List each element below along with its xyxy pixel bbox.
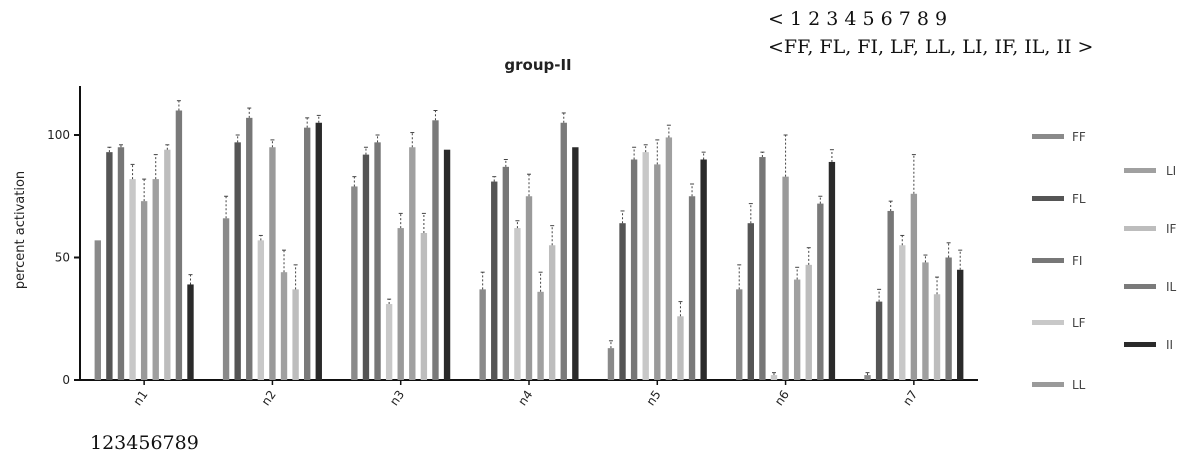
bar-n3-FI — [374, 142, 381, 380]
bar-n1-IL — [175, 110, 183, 380]
bar-n7-FL — [875, 301, 883, 380]
bar-n5-LI — [665, 137, 673, 380]
x-tick-label: n1 — [130, 388, 150, 409]
bar-n1-FI — [117, 147, 125, 380]
y-tick-label: 0 — [62, 373, 70, 387]
bar-n1-LF — [129, 179, 136, 380]
bar-n3-FL — [362, 154, 370, 380]
bar-n2-LI — [280, 272, 288, 380]
bar-n7-FF — [864, 375, 871, 380]
chart-title: group-II — [504, 56, 571, 74]
bar-n7-LL — [910, 193, 918, 380]
x-tick-label: n2 — [259, 388, 279, 409]
legend-label-FL: FL — [1072, 192, 1086, 206]
legend-swatch-IF — [1124, 226, 1156, 231]
bar-n7-FI — [887, 210, 894, 380]
bar-n4-II — [572, 147, 579, 380]
legend-swatch-LI — [1124, 168, 1156, 173]
bar-n4-LF — [514, 228, 521, 380]
legend-label-LF: LF — [1072, 316, 1086, 330]
bar-n4-IF — [548, 245, 556, 380]
legend-label-FI: FI — [1072, 254, 1082, 268]
legend-swatch-IL — [1124, 284, 1156, 289]
bar-n5-IL — [688, 196, 696, 380]
bar-n7-IL — [945, 257, 952, 380]
bar-n1-IF — [164, 149, 171, 380]
bar-n6-LF — [770, 375, 778, 380]
plot-area: 0 50 100 n1 n2 n3 n4 n5 n6 n7 — [47, 86, 978, 408]
x-tick-label: n7 — [900, 388, 920, 409]
bar-n5-FF — [607, 348, 615, 380]
bar-n2-FF — [222, 218, 230, 380]
bar-n5-IF — [677, 316, 684, 380]
legend-swatch-FL — [1032, 196, 1064, 201]
bar-n3-IL — [432, 120, 439, 381]
header-numbers-line: < 1 2 3 4 5 6 7 8 9 — [768, 8, 948, 30]
legend-swatch-LL — [1032, 382, 1064, 387]
legend-swatch-FF — [1032, 134, 1064, 139]
bar-n6-II — [828, 161, 836, 380]
legend-label-LI: LI — [1166, 164, 1176, 178]
bar-n2-II — [315, 122, 322, 380]
bar-n7-LI — [922, 262, 929, 380]
bar-n5-FL — [619, 223, 626, 380]
bar-n7-II — [957, 269, 964, 380]
bar-n4-FL — [491, 181, 498, 380]
bar-n2-IL — [304, 127, 311, 381]
y-tick-label: 50 — [55, 251, 70, 265]
legend-swatch-LF — [1032, 320, 1064, 325]
bar-n3-LF — [385, 304, 393, 380]
bar-n6-IF — [805, 264, 812, 380]
y-tick-label: 100 — [47, 128, 70, 142]
bar-n4-LI — [537, 291, 544, 380]
legend-label-II: II — [1166, 338, 1173, 352]
bar-n5-LL — [654, 164, 661, 380]
bar-n3-FF — [351, 186, 358, 380]
bar-n1-FF — [94, 240, 101, 380]
bar-n4-IL — [560, 122, 567, 380]
x-tick-label: n5 — [644, 388, 664, 409]
bar-n7-LF — [899, 245, 906, 380]
legend-swatch-II — [1124, 342, 1156, 347]
y-axis-label: percent activation — [13, 171, 28, 289]
footer-numbers: 123456789 — [90, 432, 199, 454]
bar-n2-IF — [292, 289, 299, 380]
bar-n4-FI — [502, 166, 510, 380]
bar-n1-LI — [152, 179, 159, 380]
legend-swatch-FI — [1032, 258, 1064, 263]
bar-n5-FI — [630, 159, 638, 380]
x-tick-label: n6 — [772, 388, 792, 409]
bar-n2-LF — [257, 240, 265, 380]
legend: FF FL FI LF LL LI IF IL II — [1032, 130, 1177, 392]
legend-label-IL: IL — [1166, 280, 1177, 294]
x-tick-label: n3 — [387, 388, 407, 409]
x-tick-label: n4 — [515, 388, 535, 409]
bar-n3-IF — [420, 233, 428, 380]
bar-n1-FL — [106, 152, 113, 380]
bar-n3-LI — [409, 147, 416, 380]
bar-n6-FL — [747, 223, 754, 380]
bar-n6-IL — [817, 203, 824, 380]
bar-n1-LL — [140, 201, 148, 380]
legend-label-IF: IF — [1166, 222, 1177, 236]
bar-n2-FL — [234, 142, 241, 380]
bar-n4-LL — [525, 196, 533, 380]
bar-n5-LF — [642, 152, 649, 380]
bar-n5-II — [700, 159, 707, 380]
bar-n2-FI — [246, 117, 253, 380]
header-groups-line: <FF, FL, FI, LF, LL, LI, IF, IL, II > — [768, 36, 1094, 58]
bar-n1-II — [187, 284, 194, 380]
bar-n6-FI — [759, 157, 766, 380]
bar-n6-LI — [793, 279, 801, 380]
legend-label-FF: FF — [1072, 130, 1086, 144]
bar-n6-FF — [736, 289, 743, 380]
bar-n6-LL — [782, 176, 789, 380]
bar-n3-II — [443, 149, 451, 380]
bar-n4-FF — [479, 289, 486, 380]
bar-n3-LL — [397, 228, 404, 380]
bar-n7-IF — [933, 294, 941, 380]
bar-n2-LL — [269, 147, 276, 380]
legend-label-LL: LL — [1072, 378, 1086, 392]
